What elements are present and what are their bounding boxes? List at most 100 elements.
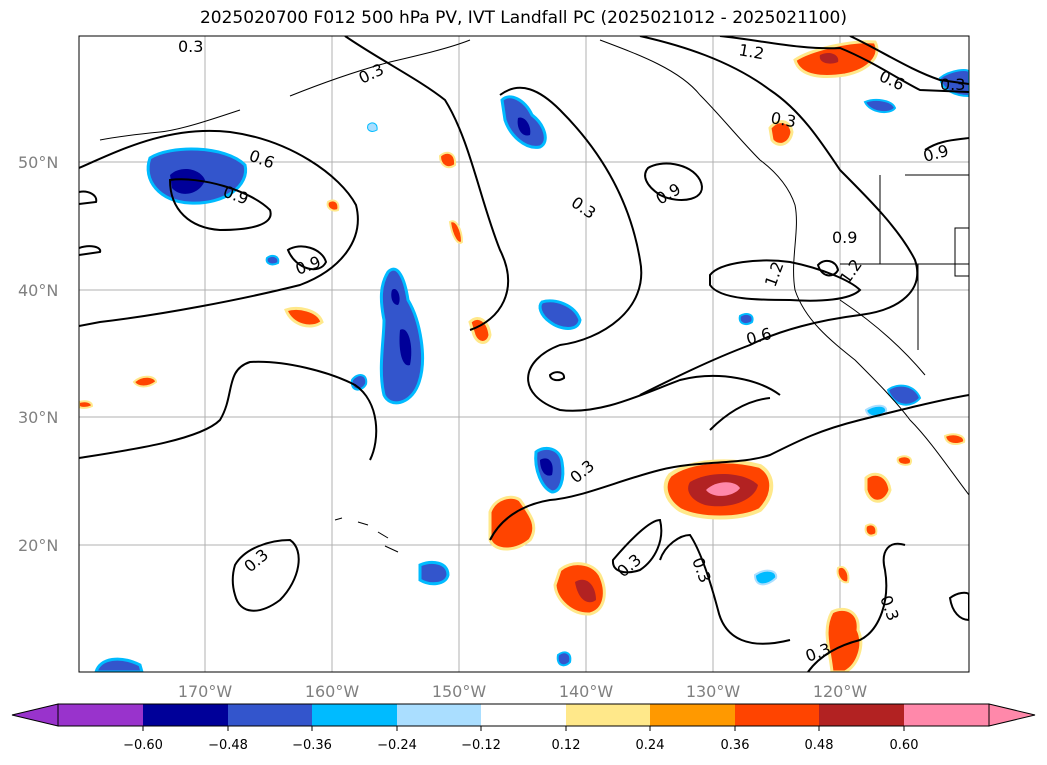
pv-negative-region [265,254,280,266]
colorbar-swatch [312,704,397,726]
pv-negative-region [738,313,754,325]
contour-0.6 [849,36,969,85]
contour-0.6 [79,129,359,327]
pv-positive-region [438,151,457,169]
contour-label: 0.3 [940,75,965,94]
lon-label: 150°W [432,682,487,701]
pv-positive-region [864,523,878,537]
north-america-west-coast [599,39,969,496]
contour-0.6 [79,190,98,205]
colorbar-frame [57,703,990,727]
pv-positive-region [79,400,94,409]
contour-0.3 [499,86,781,412]
pv-positive-peak [706,482,740,496]
pv-negative-region [886,384,922,406]
pv-positive-region [132,375,158,388]
contour-0.3 [489,394,969,541]
coastlines [99,39,969,553]
alaska-coast [289,39,471,97]
contour-0.9 [644,162,703,201]
colorbar-swatch [566,704,650,726]
pv-negative-region [556,651,572,667]
pv-negative-region [753,569,778,586]
colorbar-swatch [143,704,228,726]
pv-negative-region [94,657,144,672]
contour-0.6 [79,245,102,256]
lat-labels: 50°N 40°N 30°N 20°N [18,153,58,555]
map-frame [78,35,970,673]
contour-label: 0.3 [178,37,203,56]
contour-1.2 [709,259,862,302]
colorbar-tick-label: 0.24 [636,738,665,753]
colorbar-tick-label: 0.48 [805,738,834,753]
pv-negative-core [540,458,553,476]
pv-positive-region [943,433,966,445]
colorbar-swatch [904,704,989,726]
contour-0.3 [231,538,300,612]
lon-label: 130°W [686,682,741,701]
colorbar-tick-label: −0.48 [208,738,248,753]
colorbar-swatch [650,704,735,726]
colorbar-swatch [58,704,143,726]
colorbar-extend-min [11,703,59,727]
lon-label: 140°W [559,682,614,701]
colorbar-tick-label: −0.36 [292,738,332,753]
pv-negative-core [517,117,531,136]
colorbar-swatch [481,704,566,726]
contour-0.3 [79,360,378,461]
contour-label: 1.2 [737,40,765,63]
ivt-contours [79,36,969,672]
pv-positive-region [468,317,492,344]
pv-negative-core [170,168,205,194]
california-nevada-border [839,299,926,376]
colorbar-tick-label: −0.12 [461,738,501,753]
pv-positive-region [448,220,464,244]
contour-0.3 [659,533,791,645]
pv-positive-region [896,455,912,466]
pv-negative-region [418,561,450,586]
pv-positive-region [488,495,536,551]
lat-label: 30°N [18,408,58,427]
contour-0.9 [168,178,272,232]
hawaii-islands [334,517,399,553]
colorbar-tick-label: 0.36 [721,738,750,753]
lon-label: 160°W [305,682,360,701]
contour-label: 0.9 [832,228,857,247]
contour-0.3 [709,397,771,431]
contour-0.3 [807,542,906,672]
lon-labels: 170°W 160°W 150°W 140°W 130°W 120°W [178,682,868,701]
pv-positive-region [768,120,794,146]
colorbar-tick-label: −0.60 [123,738,163,753]
contour-0.9 [924,137,969,151]
colorbar-swatch [819,704,904,726]
colorbar-ticks [142,726,905,731]
state-border [954,227,969,277]
colorbar: −0.60 −0.48 −0.36 −0.24 −0.12 0.12 0.24 … [11,703,1036,753]
lon-label: 170°W [178,682,233,701]
colorbar-tick-label: 0.60 [890,738,919,753]
pv-positive-region [836,566,850,584]
pv-negative-core [391,288,400,305]
contour-0.3 [948,591,969,622]
pv-negative-core [399,329,412,366]
colorbar-tick-label: −0.24 [377,738,417,753]
lon-label: 120°W [813,682,868,701]
contour-0.3 [548,371,566,382]
pv-positive-region [326,199,340,212]
contour-0.6 [639,36,919,396]
pv-negative-region [864,404,888,418]
pv-shading [79,40,969,672]
pv-negative-region [938,69,969,98]
graticule [79,36,969,672]
pv-positive-core [819,52,839,64]
contour-0.3 [611,518,663,574]
pv-positive-region [825,607,863,672]
contour-1.2 [719,36,969,93]
map-title: 2025020700 F012 500 hPa PV, IVT Landfall… [199,8,847,28]
colorbar-tick-label: 0.12 [552,738,581,753]
colorbar-swatch [735,704,819,726]
pv-positive-core [575,579,596,603]
colorbar-swatch [228,704,312,726]
lat-label: 40°N [18,281,58,300]
